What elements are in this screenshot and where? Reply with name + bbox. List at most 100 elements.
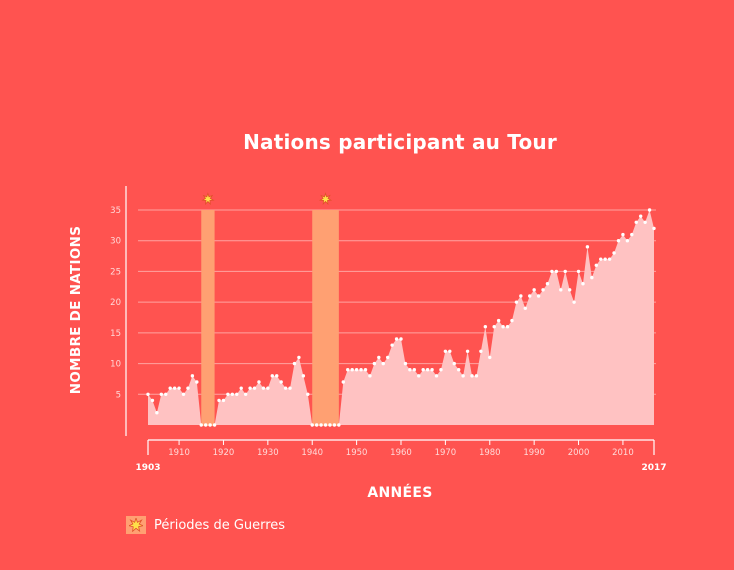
data-point [283,386,288,390]
data-point [621,232,625,237]
y-tick-label: 30 [110,237,121,247]
data-point [226,392,230,396]
data-point [239,386,243,390]
data-point [474,374,479,378]
data-point [448,349,452,353]
data-point [332,423,337,427]
data-point [541,288,545,292]
data-point [186,386,190,390]
data-point [625,239,630,243]
data-point [603,257,607,261]
data-point [341,380,345,384]
legend: Périodes de Guerres [126,516,285,534]
y-tick-label: 15 [110,329,121,339]
data-point [443,349,448,353]
data-point [470,374,474,378]
data-point [190,374,195,378]
x-tick-label: 1980 [479,448,501,458]
data-point [328,423,332,427]
data-point [421,368,425,372]
series-area [148,210,654,425]
data-point [585,245,590,249]
data-point [159,392,164,396]
data-point [243,392,248,396]
data-point [359,368,363,372]
data-point [266,386,270,390]
data-point [430,368,434,372]
y-tick-label: 5 [116,390,121,400]
data-point [279,380,283,384]
data-point [505,325,510,329]
data-point [465,349,470,353]
data-point [559,288,563,292]
x-tick-label: 1920 [213,448,235,458]
data-point [403,361,408,366]
data-point [394,337,399,341]
data-point [607,257,612,261]
explosion-icon [129,518,143,532]
explosion-icon [201,192,215,206]
data-point [390,343,394,347]
war-period-band [312,210,339,426]
data-point [488,355,492,360]
data-point [146,392,150,396]
x-tick-label: 1930 [257,448,279,458]
data-point [554,269,559,274]
data-point [545,282,550,286]
data-point [501,325,505,329]
x-axis-label: ANNÉES [367,485,433,501]
data-point [612,251,616,255]
data-point [301,374,306,378]
data-point [457,368,461,372]
data-point [248,386,252,390]
data-point [496,318,501,323]
x-end-label: 2017 [641,463,666,473]
legend-label: Périodes de Guerres [154,517,286,533]
y-tick-label: 10 [110,360,121,370]
x-tick-label: 2010 [612,448,634,458]
data-point [417,374,421,378]
data-point [412,368,417,372]
data-point [576,269,581,274]
data-point [492,325,496,329]
data-point [319,423,323,427]
data-point [594,263,598,267]
x-tick-label: 1990 [523,448,545,458]
y-tick-label: 20 [110,298,121,308]
y-tick-label: 25 [110,267,121,277]
data-point [306,392,310,396]
data-point [536,294,541,298]
war-period-band [201,210,215,426]
data-point [257,380,261,384]
data-point [354,368,359,372]
data-point [372,361,377,366]
chart-title: Nations participant au Tour [243,130,557,154]
x-tick-label: 1950 [346,448,368,458]
data-point [519,294,523,298]
data-point [230,392,235,396]
data-point [377,355,381,360]
data-point [532,288,536,292]
data-point [439,368,443,372]
data-point [261,386,266,390]
data-point [483,325,488,329]
legend-swatch [126,516,146,534]
data-point [599,257,603,261]
data-point [452,361,456,366]
data-point [381,361,385,366]
data-point [572,300,576,304]
data-point [168,386,172,390]
x-tick-label: 1970 [435,448,457,458]
data-point [217,398,221,403]
data-point [292,361,297,366]
data-point [314,423,319,427]
data-point [510,318,514,323]
data-point [350,368,354,372]
data-point [204,423,208,427]
data-point [172,386,177,390]
data-point [297,355,301,360]
x-start-label: 1903 [135,463,160,473]
data-point [514,300,519,304]
data-point [195,380,199,384]
data-point [177,386,181,390]
